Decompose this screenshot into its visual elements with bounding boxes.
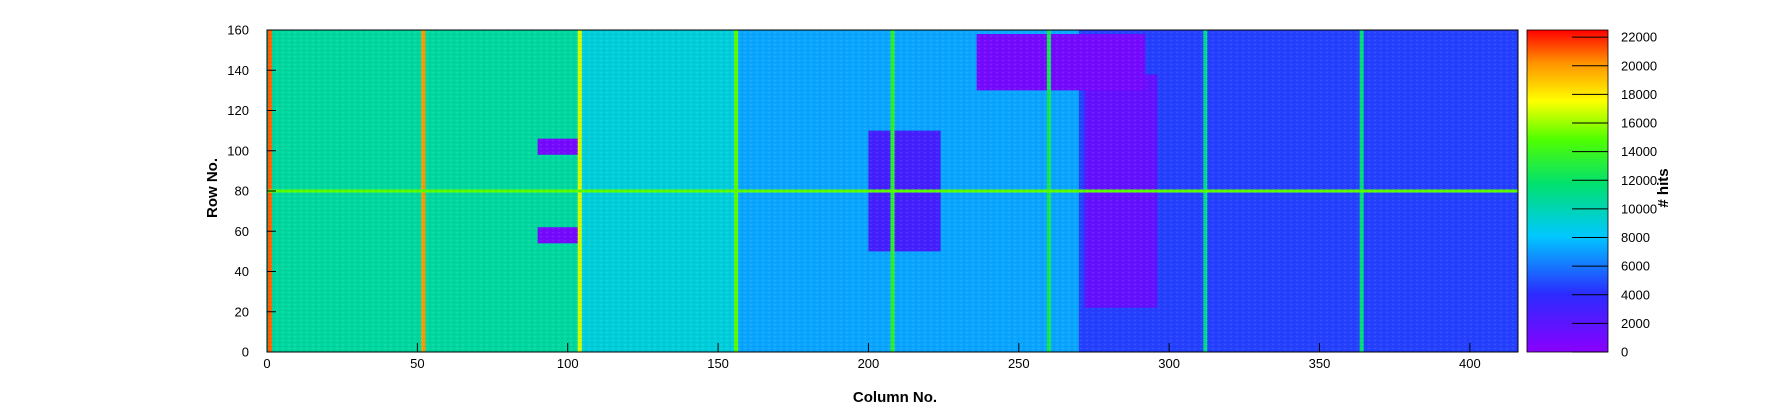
- heatmap-area: [267, 30, 1518, 352]
- colorbar-tick-label: 0: [1621, 345, 1628, 360]
- y-tick-label: 120: [227, 103, 249, 118]
- colorbar-label: # hits: [1655, 168, 1672, 207]
- x-tick-label: 100: [557, 356, 579, 371]
- colorbar-scale: [1526, 29, 1609, 353]
- colorbar-tick-label: 2000: [1621, 316, 1650, 331]
- colorbar-tick-label: 12000: [1621, 173, 1657, 188]
- colorbar-tick-label: 22000: [1621, 30, 1657, 45]
- colorbar-tick-label: 6000: [1621, 259, 1650, 274]
- x-tick-label: 50: [410, 356, 424, 371]
- x-tick-label: 350: [1309, 356, 1331, 371]
- x-tick-label: 250: [1008, 356, 1030, 371]
- x-tick-label: 200: [858, 356, 880, 371]
- y-tick-label: 80: [235, 184, 249, 199]
- colorbar-tick-label: 18000: [1621, 87, 1657, 102]
- axes: 0 50 100 150 200 250 300 350 400 0 20 40 60 80 100 120 1…: [227, 23, 1519, 371]
- y-tick-label: 40: [235, 264, 249, 279]
- y-tick-label: 140: [227, 63, 249, 78]
- x-tick-label: 150: [707, 356, 729, 371]
- colorbar-tick-label: 14000: [1621, 144, 1657, 159]
- x-tick-label: 400: [1459, 356, 1481, 371]
- colorbar-tick-label: 16000: [1621, 116, 1657, 131]
- colorbar-tick-label: 4000: [1621, 287, 1650, 302]
- colorbar-tick-label: 20000: [1621, 58, 1657, 73]
- colorbar-tick-label: 8000: [1621, 230, 1650, 245]
- x-axis-label: Column No.: [853, 389, 937, 406]
- y-tick-label: 20: [235, 304, 249, 319]
- colorbar: 0 2000 4000 6000 8000 10000 12000 14000 16000 180…: [1526, 29, 1657, 360]
- colorbar-tick-label: 10000: [1621, 201, 1657, 216]
- y-axis-label: Row No.: [204, 158, 221, 218]
- x-tick-label: 0: [263, 356, 270, 371]
- x-tick-label: 300: [1158, 356, 1180, 371]
- heatmap-texture: [267, 30, 1518, 352]
- y-tick-label: 100: [227, 143, 249, 158]
- y-tick-label: 160: [227, 23, 249, 38]
- y-tick-label: 60: [235, 224, 249, 239]
- y-tick-label: 0: [242, 345, 249, 360]
